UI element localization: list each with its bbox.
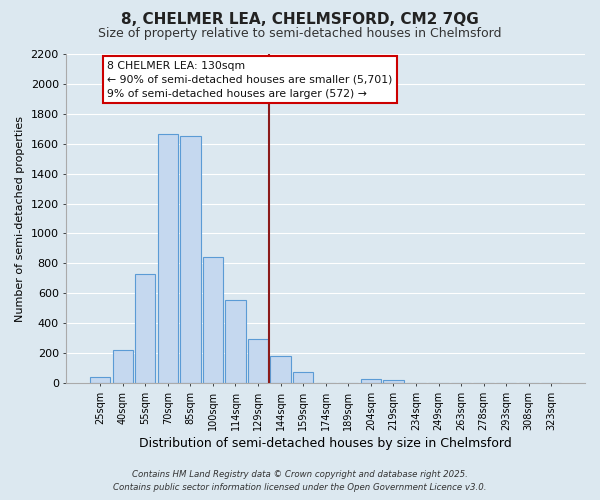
Bar — [135, 274, 155, 383]
Bar — [158, 134, 178, 383]
Bar — [113, 350, 133, 383]
Bar — [271, 356, 291, 383]
Bar — [293, 372, 313, 383]
Text: Size of property relative to semi-detached houses in Chelmsford: Size of property relative to semi-detach… — [98, 28, 502, 40]
Text: 8, CHELMER LEA, CHELMSFORD, CM2 7QG: 8, CHELMER LEA, CHELMSFORD, CM2 7QG — [121, 12, 479, 28]
Bar — [361, 378, 381, 383]
Y-axis label: Number of semi-detached properties: Number of semi-detached properties — [15, 116, 25, 322]
Bar — [226, 300, 245, 383]
Text: 8 CHELMER LEA: 130sqm
← 90% of semi-detached houses are smaller (5,701)
9% of se: 8 CHELMER LEA: 130sqm ← 90% of semi-deta… — [107, 60, 392, 98]
Bar — [383, 380, 404, 383]
Bar — [180, 136, 200, 383]
Bar — [248, 339, 268, 383]
Text: Contains HM Land Registry data © Crown copyright and database right 2025.
Contai: Contains HM Land Registry data © Crown c… — [113, 470, 487, 492]
X-axis label: Distribution of semi-detached houses by size in Chelmsford: Distribution of semi-detached houses by … — [139, 437, 512, 450]
Bar — [203, 258, 223, 383]
Bar — [90, 377, 110, 383]
